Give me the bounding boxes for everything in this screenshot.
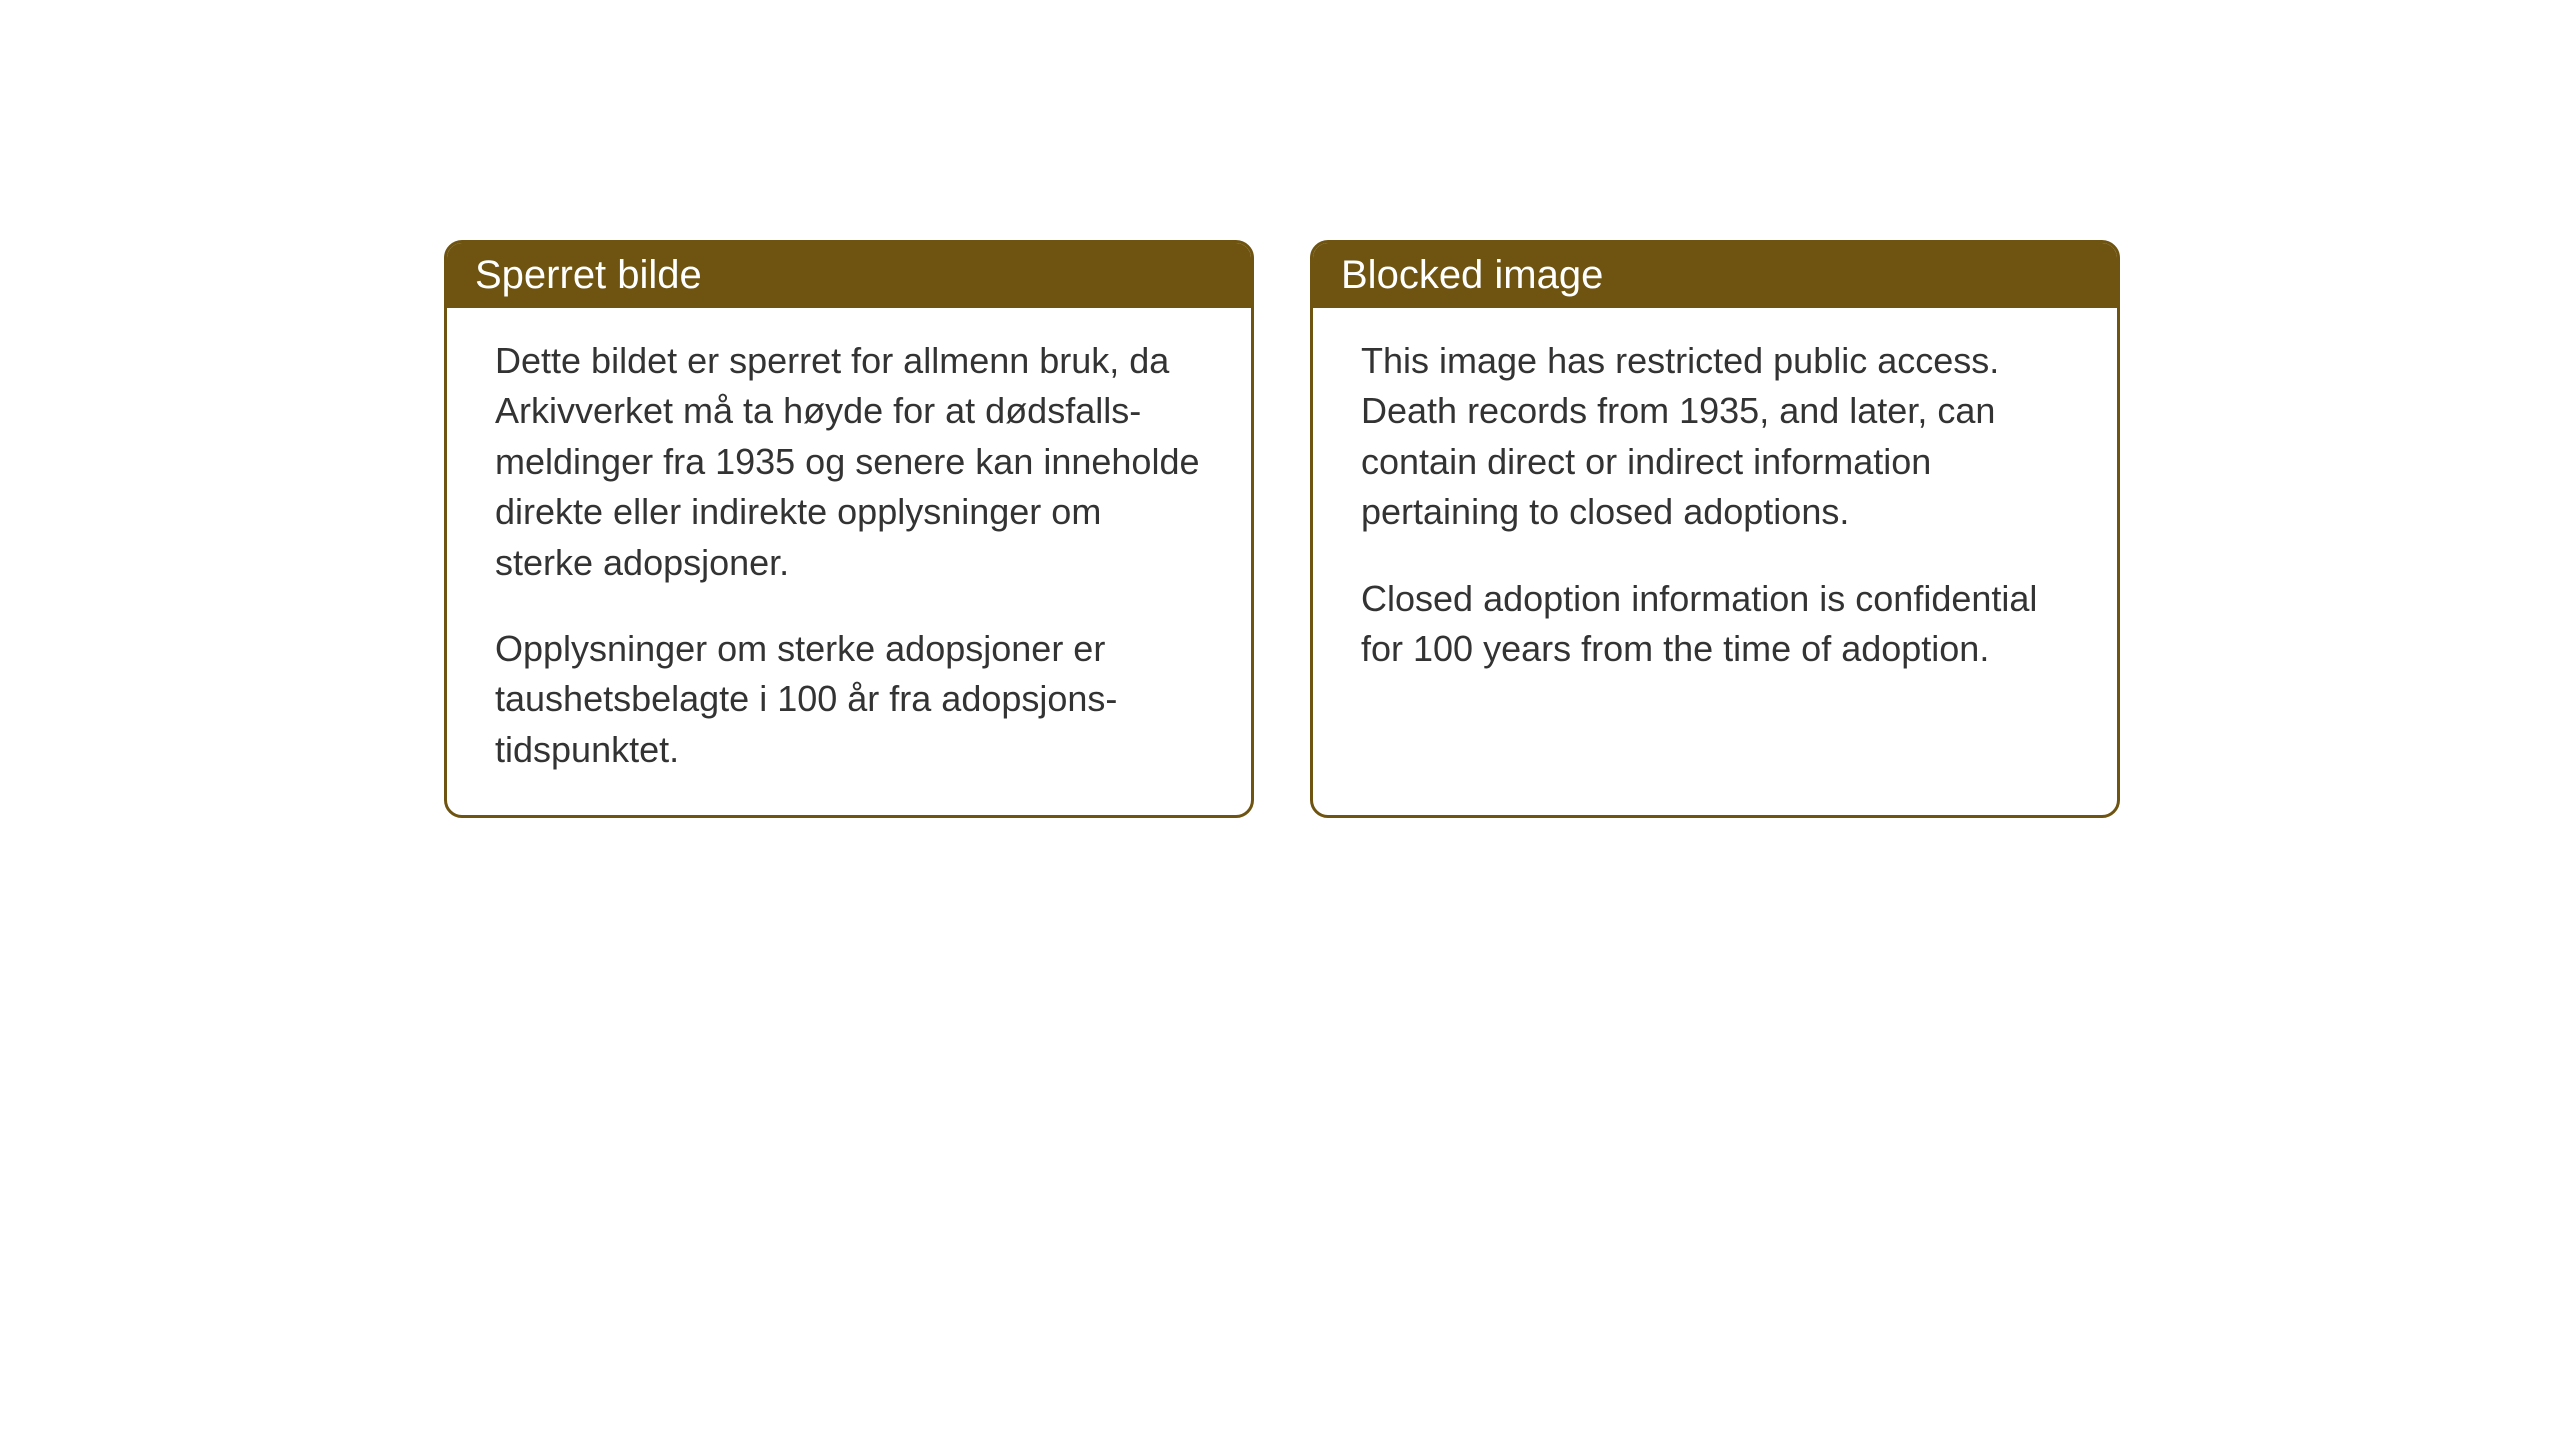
card-title-norwegian: Sperret bilde: [475, 253, 702, 297]
card-paragraph-english-1: This image has restricted public access.…: [1361, 336, 2069, 538]
notice-cards-container: Sperret bilde Dette bildet er sperret fo…: [444, 240, 2120, 818]
card-title-english: Blocked image: [1341, 253, 1603, 297]
card-header-english: Blocked image: [1313, 243, 2117, 308]
notice-card-norwegian: Sperret bilde Dette bildet er sperret fo…: [444, 240, 1254, 818]
card-paragraph-norwegian-2: Opplysninger om sterke adopsjoner er tau…: [495, 624, 1203, 775]
card-paragraph-norwegian-1: Dette bildet er sperret for allmenn bruk…: [495, 336, 1203, 588]
notice-card-english: Blocked image This image has restricted …: [1310, 240, 2120, 818]
card-paragraph-english-2: Closed adoption information is confident…: [1361, 574, 2069, 675]
card-body-english: This image has restricted public access.…: [1313, 308, 2117, 714]
card-header-norwegian: Sperret bilde: [447, 243, 1251, 308]
card-body-norwegian: Dette bildet er sperret for allmenn bruk…: [447, 308, 1251, 815]
